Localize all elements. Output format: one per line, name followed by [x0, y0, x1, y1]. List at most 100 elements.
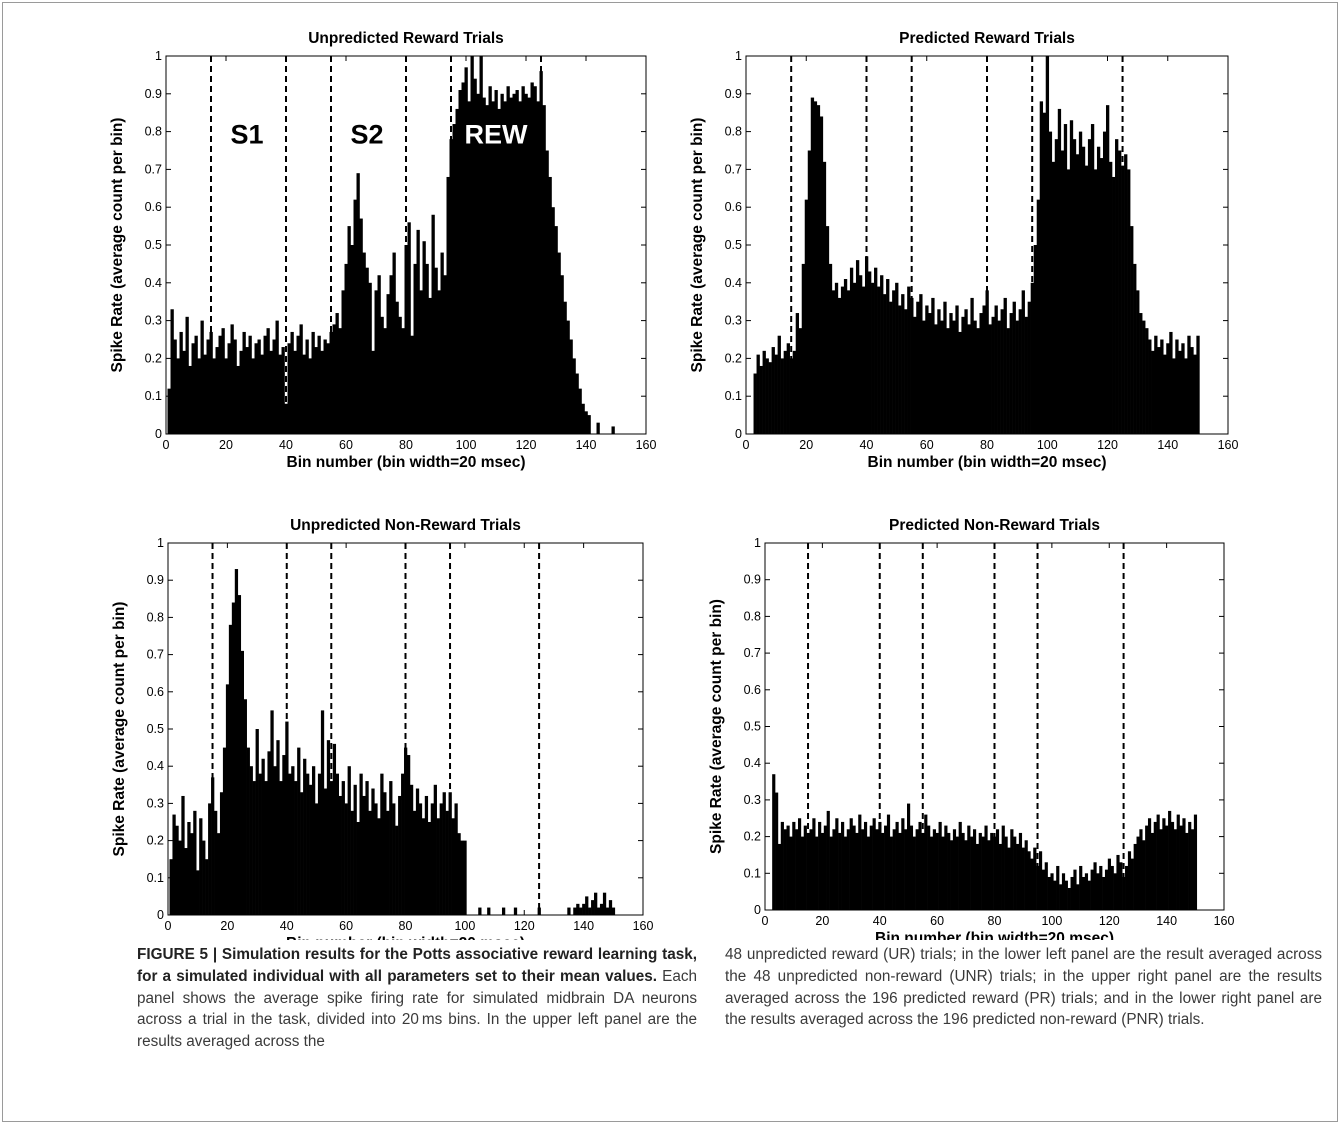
x-tick-label-unpredicted-non-reward-100: 100: [454, 919, 475, 933]
bar-unpredicted-reward-bin-33: [263, 335, 267, 434]
bar-unpredicted-non-reward-bin-113: [501, 907, 506, 915]
bar-predicted-reward-bin-85: [1000, 309, 1004, 434]
bar-unpredicted-non-reward-bin-44: [297, 747, 301, 915]
bar-unpredicted-non-reward-bin-9: [193, 810, 197, 915]
bar-unpredicted-non-reward-bin-88: [427, 822, 432, 915]
bar-predicted-reward-bin-88: [1009, 313, 1013, 434]
bar-predicted-non-reward-bin-108: [1073, 869, 1077, 910]
bar-predicted-non-reward-bin-36: [866, 836, 871, 910]
bar-unpredicted-reward-bin-12: [200, 320, 204, 434]
bar-predicted-non-reward-bin-76: [981, 836, 985, 910]
bar-predicted-non-reward-bin-72: [970, 836, 974, 910]
bar-unpredicted-reward-bin-117: [515, 90, 519, 435]
bar-predicted-reward-bin-71: [958, 331, 962, 434]
bar-unpredicted-reward-bin-75: [389, 275, 393, 434]
bar-predicted-reward-bin-101: [1048, 131, 1053, 434]
bar-predicted-non-reward-bin-114: [1090, 869, 1094, 910]
bar-predicted-non-reward-bin-127: [1127, 851, 1132, 910]
bar-predicted-non-reward-bin-118: [1102, 876, 1106, 910]
bar-predicted-reward-bin-82: [991, 316, 995, 434]
x-tick-label-predicted-non-reward-120: 120: [1099, 914, 1120, 928]
bar-predicted-reward-bin-119: [1102, 131, 1107, 434]
bar-unpredicted-non-reward-bin-32: [261, 758, 265, 915]
bar-unpredicted-non-reward-bin-142: [588, 907, 592, 915]
chart-title-predicted-reward: Predicted Reward Trials: [899, 30, 1075, 47]
y-tick-label-unpredicted-non-reward-0.2: 0.2: [147, 834, 164, 848]
bar-predicted-non-reward-bin-12: [797, 818, 802, 910]
bar-predicted-non-reward-bin-5: [777, 843, 782, 910]
x-tick-label-predicted-reward-60: 60: [920, 438, 934, 452]
bar-unpredicted-non-reward-bin-69: [371, 788, 375, 915]
bar-unpredicted-non-reward-bin-77: [395, 825, 399, 915]
bar-predicted-non-reward-bin-100: [1050, 873, 1054, 910]
bar-unpredicted-non-reward-bin-30: [255, 729, 259, 915]
bar-unpredicted-reward-bin-114: [506, 86, 510, 435]
bar-unpredicted-reward-bin-54: [326, 343, 330, 434]
bar-unpredicted-non-reward-bin-100: [463, 840, 467, 915]
bar-predicted-non-reward-bin-132: [1142, 840, 1146, 910]
bar-unpredicted-reward-bin-46: [302, 354, 306, 434]
bar-unpredicted-reward-bin-57: [335, 313, 339, 434]
bar-predicted-non-reward-bin-54: [918, 821, 922, 910]
bar-predicted-non-reward-bin-58: [929, 836, 934, 910]
bar-unpredicted-non-reward-bin-65: [359, 773, 363, 915]
bar-series-predicted-non-reward: [772, 774, 1198, 910]
bar-unpredicted-reward-bin-45: [299, 324, 303, 434]
bar-unpredicted-reward-bin-23: [233, 339, 237, 434]
bar-unpredicted-non-reward-bin-66: [362, 795, 366, 915]
bar-unpredicted-non-reward-bin-4: [178, 840, 182, 915]
bar-unpredicted-reward-bin-82: [410, 335, 414, 434]
bar-unpredicted-non-reward-bin-98: [457, 833, 461, 915]
bar-predicted-reward-bin-133: [1145, 328, 1149, 434]
bar-predicted-reward-bin-62: [931, 297, 935, 434]
bar-unpredicted-non-reward-bin-74: [386, 810, 390, 915]
bar-predicted-reward-bin-48: [889, 301, 893, 434]
bar-predicted-reward-bin-41: [868, 271, 872, 434]
bar-predicted-reward-bin-115: [1090, 124, 1095, 434]
bar-predicted-non-reward-bin-148: [1188, 821, 1192, 910]
bar-unpredicted-reward-bin-135: [569, 339, 573, 434]
bar-unpredicted-reward-bin-89: [431, 214, 435, 434]
bar-unpredicted-non-reward-bin-91: [436, 818, 440, 915]
bar-unpredicted-non-reward-bin-27: [246, 747, 250, 915]
bar-unpredicted-non-reward-bin-87: [424, 795, 429, 915]
bar-unpredicted-non-reward-bin-76: [392, 803, 396, 915]
bar-unpredicted-non-reward-bin-148: [605, 907, 610, 915]
bar-predicted-non-reward-bin-13: [800, 836, 805, 910]
bar-predicted-non-reward-bin-33: [858, 814, 862, 910]
bar-unpredicted-non-reward-bin-26: [243, 699, 247, 915]
bar-predicted-reward-bin-142: [1172, 358, 1176, 434]
bar-unpredicted-reward-bin-97: [455, 108, 459, 435]
bar-unpredicted-non-reward-bin-20: [225, 684, 230, 915]
bar-unpredicted-reward-bin-85: [419, 290, 423, 434]
bar-unpredicted-non-reward-bin-5: [181, 795, 185, 915]
bar-unpredicted-non-reward-bin-34: [267, 751, 271, 915]
bar-predicted-non-reward-bin-30: [849, 818, 853, 910]
bar-predicted-reward-bin-66: [943, 301, 947, 434]
bar-unpredicted-non-reward-bin-80: [404, 747, 408, 915]
bar-predicted-reward-bin-106: [1063, 124, 1068, 434]
x-tick-label-predicted-non-reward-60: 60: [930, 914, 944, 928]
bar-unpredicted-reward-bin-60: [344, 263, 348, 434]
bar-predicted-reward-bin-77: [976, 328, 980, 434]
bar-predicted-reward-bin-139: [1163, 354, 1167, 434]
bar-unpredicted-reward-bin-84: [416, 229, 420, 434]
y-tick-label-predicted-non-reward-0.4: 0.4: [744, 756, 761, 770]
bar-predicted-non-reward-bin-39: [875, 829, 879, 910]
bar-unpredicted-non-reward-bin-45: [300, 792, 304, 915]
bar-unpredicted-reward-bin-4: [176, 358, 180, 434]
bar-predicted-reward-bin-108: [1069, 120, 1074, 434]
y-tick-label-unpredicted-reward-0.6: 0.6: [145, 200, 162, 214]
bar-predicted-reward-bin-60: [925, 305, 929, 434]
bar-unpredicted-reward-bin-26: [242, 331, 246, 434]
bar-predicted-non-reward-bin-117: [1099, 865, 1103, 910]
bar-predicted-non-reward-bin-59: [932, 829, 936, 910]
x-tick-label-unpredicted-non-reward-80: 80: [399, 919, 413, 933]
bar-unpredicted-non-reward-bin-17: [216, 833, 221, 915]
bar-unpredicted-non-reward-bin-86: [421, 818, 426, 915]
bar-predicted-non-reward-bin-49: [904, 829, 908, 910]
x-axis-label-predicted-non-reward: Bin number (bin width=20 msec): [875, 930, 1114, 940]
x-tick-label-unpredicted-non-reward-0: 0: [165, 919, 172, 933]
bar-unpredicted-reward-bin-1: [167, 388, 171, 434]
bar-predicted-non-reward-bin-121: [1110, 865, 1114, 910]
